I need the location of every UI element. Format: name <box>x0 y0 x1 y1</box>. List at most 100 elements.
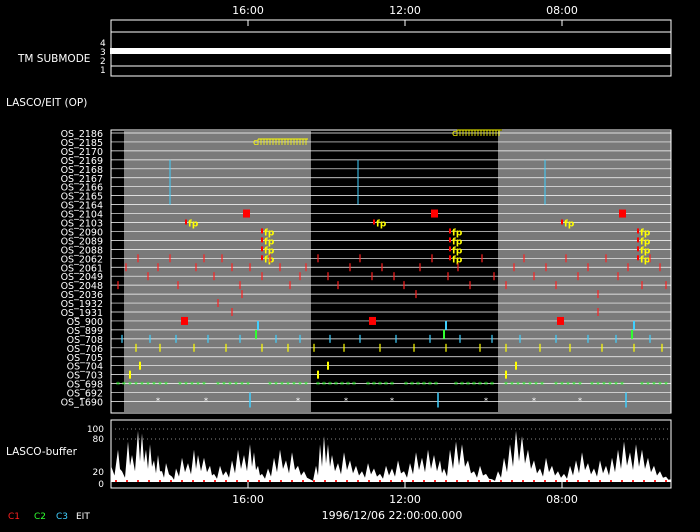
star-marker: * <box>340 381 344 390</box>
red-block <box>619 209 626 218</box>
star-marker: * <box>286 381 290 390</box>
legend-c3: C3 <box>56 512 68 522</box>
shade-band-1 <box>124 131 311 412</box>
buffer-dot <box>632 480 634 482</box>
os-row-label: OS_899 <box>67 326 103 337</box>
star-marker: * <box>304 381 308 390</box>
fp-label: fp <box>452 246 463 256</box>
buffer-tick-80: 80 <box>93 435 105 445</box>
star-marker: * <box>620 381 624 390</box>
buffer-dot <box>610 480 612 482</box>
star-marker: * <box>352 381 356 390</box>
buffer-dot <box>115 480 117 482</box>
fp-label: fp <box>640 228 651 238</box>
star-marker: * <box>292 381 296 390</box>
fp-tick <box>637 255 639 261</box>
fp-label: fp <box>640 246 651 256</box>
top-axis-label-3: 08:00 <box>546 4 578 17</box>
star-marker: * <box>204 397 208 406</box>
buffer-dot <box>544 480 546 482</box>
buffer-dot <box>522 480 524 482</box>
buffer-dot <box>434 480 436 482</box>
buffer-dot <box>390 480 392 482</box>
tm-level-2: 2 <box>100 57 106 67</box>
buffer-dot <box>247 480 249 482</box>
os-row-label: OS_2185 <box>61 138 103 149</box>
star-marker: * <box>122 381 126 390</box>
star-marker: * <box>344 397 348 406</box>
buffer-dot <box>456 480 458 482</box>
os-row-label: OS_2166 <box>61 183 103 194</box>
c-marker: c <box>452 129 457 139</box>
star-marker: * <box>152 381 156 390</box>
os-row-label: OS_2062 <box>61 254 103 265</box>
star-marker: * <box>234 381 238 390</box>
buffer-dot <box>203 480 205 482</box>
buffer-dot <box>621 480 623 482</box>
buffer-dot <box>225 480 227 482</box>
os-row-label: OS_2049 <box>61 272 103 283</box>
star-marker: * <box>540 381 544 390</box>
star-marker: * <box>664 381 668 390</box>
buffer-dot <box>588 480 590 482</box>
star-marker: * <box>566 381 570 390</box>
star-marker: * <box>316 381 320 390</box>
os-row-label: OS_2168 <box>61 165 103 176</box>
buffer-dot <box>423 480 425 482</box>
os-row-label: OS_2167 <box>61 174 103 185</box>
buffer-dot <box>357 480 359 482</box>
star-marker: * <box>328 381 332 390</box>
tm-level-4: 4 <box>100 39 106 49</box>
buffer-dot <box>412 480 414 482</box>
star-marker: * <box>472 381 476 390</box>
star-marker: * <box>156 397 160 406</box>
star-marker: * <box>216 381 220 390</box>
star-marker: * <box>190 381 194 390</box>
shade-band-2 <box>498 131 671 412</box>
os-row-label: OS_2089 <box>61 236 103 247</box>
star-marker: * <box>532 397 536 406</box>
buffer-dot <box>467 480 469 482</box>
buffer-dot <box>181 480 183 482</box>
buffer-dot <box>291 480 293 482</box>
legend-eit: EIT <box>76 512 90 522</box>
buffer-panel: LASCO-buffer 100 80 20 0 <box>6 425 671 490</box>
star-marker: * <box>658 381 662 390</box>
star-marker: * <box>478 381 482 390</box>
star-marker: * <box>428 381 432 390</box>
star-marker: * <box>246 381 250 390</box>
star-marker: * <box>202 381 206 390</box>
star-marker: * <box>222 381 226 390</box>
top-axis: 16:00 12:00 08:00 <box>232 4 578 17</box>
os-row-label: OS_703 <box>67 371 103 382</box>
star-marker: * <box>434 381 438 390</box>
buffer-tick-0: 0 <box>98 480 104 490</box>
buffer-dot <box>302 480 304 482</box>
star-marker: * <box>578 397 582 406</box>
red-block <box>431 209 438 218</box>
fp-label: fp <box>564 220 575 230</box>
lasco-eit-label: LASCO/EIT (OP) <box>6 97 87 109</box>
c-marker: c <box>253 138 258 148</box>
buffer-frame <box>110 419 672 489</box>
os-row-label: OS_1932 <box>61 299 103 310</box>
fp-tick <box>185 219 187 225</box>
star-marker: * <box>178 381 182 390</box>
buffer-dot <box>368 480 370 482</box>
star-marker: * <box>484 397 488 406</box>
os-row-label: OS_704 <box>67 362 103 373</box>
fp-label: fp <box>264 246 275 256</box>
star-marker: * <box>528 381 532 390</box>
os-row-label: OS_708 <box>67 335 103 346</box>
star-marker: * <box>274 381 278 390</box>
buffer-dot <box>478 480 480 482</box>
star-marker: * <box>652 381 656 390</box>
os-row-label: OS_2088 <box>61 245 103 256</box>
tm-submode-bar <box>110 48 671 54</box>
star-marker: * <box>460 381 464 390</box>
star-marker: * <box>366 381 370 390</box>
buffer-dot <box>346 480 348 482</box>
star-marker: * <box>504 381 508 390</box>
fp-tick <box>373 219 375 225</box>
star-marker: * <box>422 381 426 390</box>
